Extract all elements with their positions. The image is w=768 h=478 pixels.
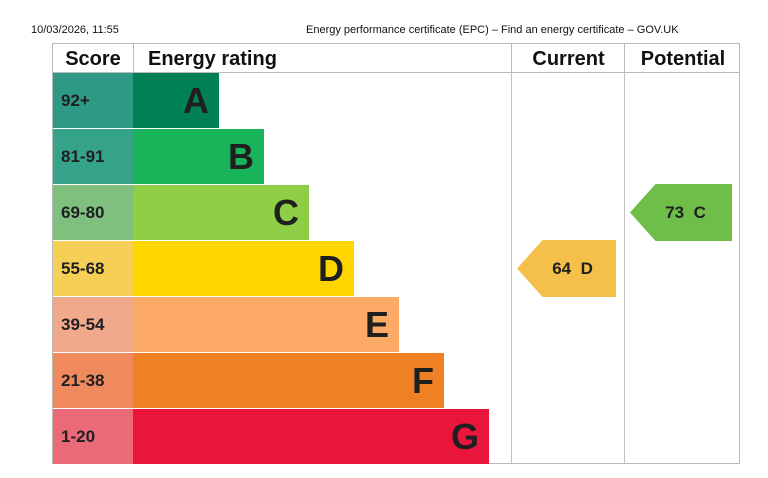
epc-rating-chart: Score Energy rating Current Potential 92… (52, 43, 740, 464)
potential-column-divider (624, 73, 625, 463)
band-bar-g: G (133, 409, 489, 464)
potential-score-number: 73 (665, 203, 685, 222)
band-row-f: 21-38 F (53, 353, 511, 408)
band-score-label: 21-38 (53, 353, 133, 408)
energy-rating-column-header: Energy rating (148, 48, 277, 70)
print-date: 10/03/2026, 11:55 (31, 24, 119, 36)
print-page-title: Energy performance certificate (EPC) – F… (306, 24, 679, 36)
print-header: 10/03/2026, 11:55 Energy performance cer… (0, 0, 768, 36)
band-letter: G (450, 416, 479, 457)
band-row-c: 69-80 C (53, 185, 511, 240)
band-bar-b: B (133, 129, 264, 184)
band-score-label: 55-68 (53, 241, 133, 296)
band-letter: A (183, 80, 209, 121)
potential-arrow-shape (630, 184, 732, 241)
band-score-label: 81-91 (53, 129, 133, 184)
potential-rating-value: 73 C (665, 184, 706, 241)
band-letter: D (318, 248, 344, 289)
band-letter: F (412, 360, 434, 401)
band-letter: E (364, 304, 389, 345)
band-row-e: 39-54 E (53, 297, 511, 352)
current-column-divider (511, 73, 512, 463)
current-rating-letter: D (580, 259, 593, 278)
potential-column-header: Potential (624, 44, 741, 72)
potential-arrow-polygon (630, 184, 732, 241)
band-letter: B (228, 136, 254, 177)
current-rating-value: 64 D (552, 240, 593, 297)
band-bar-f: F (133, 353, 444, 408)
band-bar-a: A (133, 73, 219, 128)
band-row-g: 1-20 G (53, 409, 511, 464)
band-letter: C (273, 192, 299, 233)
band-score-label: 92+ (53, 73, 133, 128)
current-score-number: 64 (552, 259, 572, 278)
current-arrow-polygon (517, 240, 616, 297)
band-bar-c: C (133, 185, 309, 240)
current-rating-arrow: 64 D (517, 240, 616, 297)
table-header: Score Energy rating Current Potential (53, 44, 739, 73)
current-column-header: Current (511, 44, 625, 72)
score-column-header: Score (53, 44, 134, 72)
band-row-d: 55-68 D (53, 241, 511, 296)
band-bar-e: E (133, 297, 399, 352)
band-score-label: 39-54 (53, 297, 133, 352)
current-arrow-shape (517, 240, 616, 297)
band-bar-d: D (133, 241, 354, 296)
band-score-label: 69-80 (53, 185, 133, 240)
band-score-label: 1-20 (53, 409, 133, 464)
potential-rating-arrow: 73 C (630, 184, 732, 241)
band-row-b: 81-91 B (53, 129, 511, 184)
potential-rating-letter: C (693, 203, 706, 222)
band-row-a: 92+ A (53, 73, 511, 128)
